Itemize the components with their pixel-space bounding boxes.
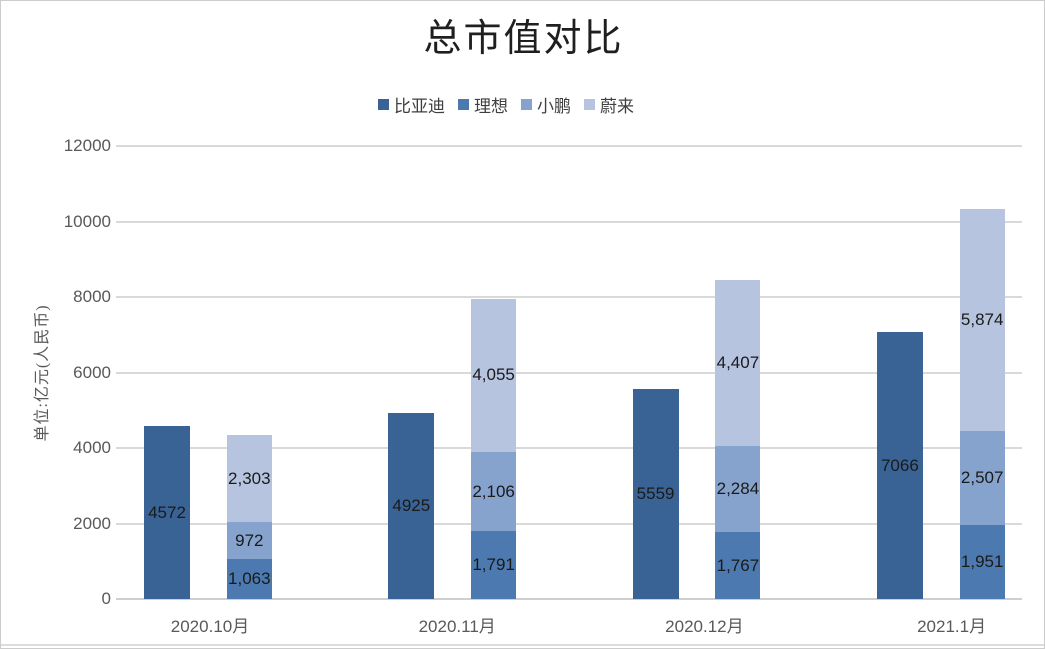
bar-segment [959, 525, 1005, 599]
y-tick-label: 0 [101, 589, 111, 608]
bar-segment [959, 430, 1005, 526]
bottom-border [1, 644, 1044, 646]
bar-segment [471, 531, 517, 599]
x-axis-label: 2020.12月 [665, 617, 744, 636]
bar-segment [471, 451, 517, 532]
bar-value-label: 4925 [392, 496, 431, 516]
legend-item: 蔚来 [584, 92, 634, 117]
gridline [116, 371, 1022, 374]
bar-value-label: 4,055 [472, 365, 515, 385]
bar-value-label: 972 [235, 530, 264, 550]
y-tick-label: 4000 [73, 438, 111, 457]
legend-swatch [584, 99, 595, 110]
bar-segment [715, 279, 761, 447]
bar-segment [471, 298, 517, 452]
legend-swatch [458, 99, 469, 110]
y-tick-label: 8000 [73, 287, 111, 306]
bar-segment [226, 558, 272, 599]
bar-value-label: 4572 [148, 502, 186, 522]
bar-value-label: 1,767 [716, 555, 760, 575]
x-axis-label: 2020.10月 [170, 617, 250, 636]
gridline [116, 220, 1022, 223]
bar-segment [959, 208, 1005, 431]
bar-value-label: 2,507 [960, 468, 1004, 488]
bar-value-label: 1,951 [960, 552, 1004, 572]
bar-segment [632, 389, 679, 599]
x-axis-label: 2020.11月 [418, 617, 496, 636]
bar-segment [876, 332, 923, 599]
legend-swatch [521, 99, 532, 110]
legend-item: 比亚迪 [378, 92, 445, 117]
legend-label: 蔚来 [600, 97, 634, 116]
legend-item: 理想 [458, 92, 508, 117]
x-axis-line [116, 598, 1022, 600]
legend: 比亚迪 理想 小鹏 蔚来 [378, 92, 634, 117]
gridline [116, 447, 1022, 449]
chart-title: 总市值对比 [423, 18, 624, 60]
legend-item: 小鹏 [521, 92, 571, 117]
bar-value-label: 5,874 [960, 309, 1004, 329]
bar-segment [715, 446, 761, 533]
legend-label: 理想 [474, 97, 508, 116]
x-axis-label: 2021.1月 [917, 617, 987, 636]
bar-value-label: 7066 [880, 455, 919, 475]
bar-segment [144, 426, 190, 599]
y-tick-label: 10000 [63, 211, 111, 231]
gridline [116, 145, 1022, 147]
bar-value-label: 2,284 [716, 479, 760, 499]
bar-value-label: 4,407 [716, 352, 760, 372]
bar-segment [715, 532, 761, 599]
y-tick-label: 2000 [73, 513, 111, 533]
bar-segment [226, 435, 272, 523]
gridline [116, 296, 1022, 298]
legend-swatch [378, 99, 389, 110]
bar-value-label: 2,303 [228, 468, 271, 488]
y-tick-label: 12000 [63, 136, 111, 155]
legend-label: 小鹏 [537, 97, 571, 116]
bar-value-label: 5559 [636, 484, 675, 504]
legend-label: 比亚迪 [394, 97, 445, 116]
bar-segment [226, 522, 272, 559]
bar-value-label: 1,791 [472, 555, 515, 575]
bar-value-label: 2,106 [472, 481, 515, 501]
bar-segment [388, 413, 435, 599]
bar-value-label: 1,063 [228, 568, 271, 588]
gridline [116, 522, 1022, 525]
y-tick-label: 6000 [73, 362, 111, 382]
